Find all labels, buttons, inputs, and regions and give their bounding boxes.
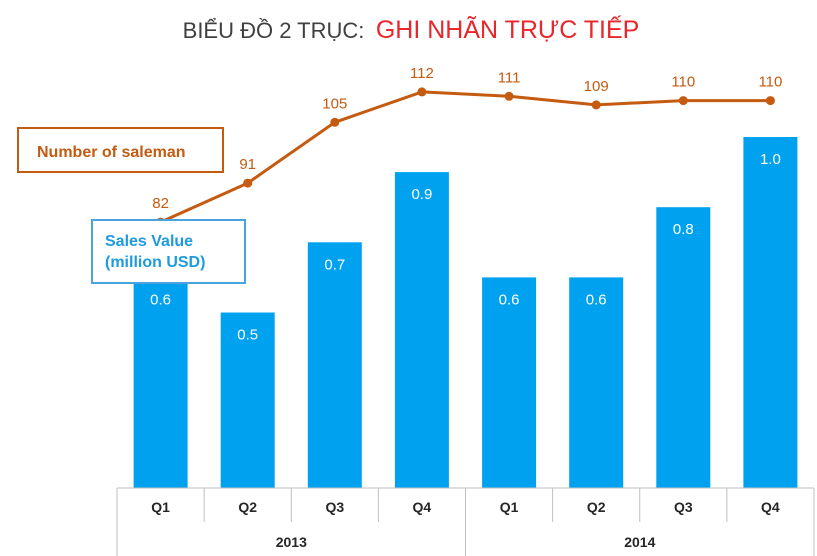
bar-7 <box>656 207 711 488</box>
bar-value-label: 0.6 <box>499 291 520 308</box>
x-tick-label: Q2 <box>587 499 606 515</box>
line-point-5 <box>504 91 514 101</box>
line-point-4 <box>417 87 427 97</box>
bar-8 <box>743 137 798 488</box>
bars-layer: 0.6 0.5 0.7 0.9 0.6 0.6 0.8 1.0 <box>133 137 798 488</box>
line-point-3 <box>330 117 340 127</box>
bar-value-label: 0.6 <box>150 291 171 308</box>
line-point-7 <box>678 96 688 106</box>
x-group-label: 2014 <box>624 534 655 550</box>
x-tick-label: Q3 <box>325 499 344 515</box>
line-point-8 <box>765 96 775 106</box>
x-tick-label: Q3 <box>674 499 693 515</box>
bar-value-label: 0.7 <box>324 256 345 273</box>
bar-value-label: 0.6 <box>586 291 607 308</box>
category-axis: Q1 Q2 Q3 Q4 Q1 Q2 Q3 Q4 2013 2014 <box>116 487 815 556</box>
legend-line-label: Number of saleman <box>37 144 186 161</box>
line-value-label: 112 <box>410 65 434 82</box>
bar-1 <box>133 277 188 488</box>
line-value-label: 110 <box>671 74 695 91</box>
bar-4 <box>394 172 449 488</box>
legend-bar-label-line2: (million USD) <box>105 254 206 271</box>
bar-value-label: 0.8 <box>673 221 694 238</box>
line-value-label: 105 <box>322 95 347 112</box>
line-point-6 <box>591 100 601 110</box>
chart-title-highlight: GHI NHÃN TRỰC TIẾP <box>376 15 640 44</box>
line-point-2 <box>243 178 253 188</box>
legend-sales-value: Sales Value (million USD) <box>91 219 246 284</box>
x-tick-label: Q4 <box>413 499 432 515</box>
bar-3 <box>307 242 362 488</box>
x-tick-label: Q4 <box>761 499 780 515</box>
bar-value-label: 0.9 <box>411 186 432 203</box>
x-tick-label: Q2 <box>238 499 257 515</box>
bar-5 <box>482 277 537 488</box>
chart-title-prefix: BIỂU ĐỒ 2 TRỤC: <box>183 18 365 43</box>
x-group-label: 2013 <box>276 534 307 550</box>
line-value-label: 111 <box>498 69 521 86</box>
x-tick-label: Q1 <box>151 499 170 515</box>
legend-number-of-saleman: Number of saleman <box>17 127 224 173</box>
line-series-saleman <box>159 90 771 224</box>
bar-value-label: 1.0 <box>760 151 781 168</box>
bar-6 <box>569 277 624 488</box>
line-value-label: 82 <box>152 195 169 212</box>
line-value-label: 110 <box>758 74 782 91</box>
bar-2 <box>220 312 275 488</box>
line-value-label: 91 <box>239 156 256 173</box>
bar-value-label: 0.5 <box>237 327 258 344</box>
legend-bar-label-line1: Sales Value <box>105 233 194 250</box>
chart-title: BIỂU ĐỒ 2 TRỤC: GHI NHÃN TRỰC TIẾP <box>183 15 640 44</box>
line-value-label: 109 <box>584 78 609 95</box>
line-layer: 82 91 105 112 111 109 110 110 <box>152 65 782 227</box>
x-tick-label: Q1 <box>500 499 519 515</box>
